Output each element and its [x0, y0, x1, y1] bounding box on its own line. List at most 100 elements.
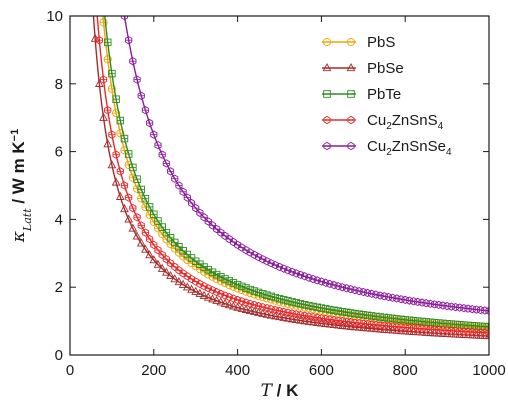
point-Cu2ZnSnSe4 [242, 245, 250, 255]
point-PbSe [250, 306, 259, 316]
series-Cu2ZnSnSe4 [120, 16, 489, 316]
point-Cu2ZnSnSe4 [246, 248, 254, 257]
point-Cu2ZnSnS4 [342, 317, 351, 326]
series-PbSe [90, 16, 489, 340]
point-Cu2ZnSnS4 [179, 269, 187, 278]
point-PbSe [107, 160, 117, 169]
point-PbSe [405, 326, 414, 335]
point-Cu2ZnSnSe4 [271, 260, 279, 270]
point-Cu2ZnSnSe4 [146, 118, 154, 128]
point-Cu2ZnSnSe4 [430, 300, 439, 309]
point-Cu2ZnSnS4 [200, 282, 208, 291]
series-Cu2ZnSnS4 [95, 16, 489, 338]
point-PbSe [136, 238, 146, 247]
point-Cu2ZnSnS4 [372, 320, 380, 329]
point-PbSe [94, 78, 104, 87]
point-Cu2ZnSnS4 [405, 323, 413, 332]
series-PbS [99, 16, 489, 333]
point-Cu2ZnSnS4 [322, 314, 330, 323]
point-PbSe [358, 322, 368, 332]
point-Cu2ZnSnS4 [451, 326, 460, 336]
point-PbSe [258, 308, 268, 317]
point-PbSe [229, 301, 238, 310]
point-Cu2ZnSnSe4 [183, 193, 191, 202]
point-PbSe [187, 284, 196, 293]
series-line-Cu2ZnSnS4 [96, 16, 489, 334]
point-PbSe [312, 317, 322, 326]
point-Cu2ZnSnSe4 [451, 302, 460, 312]
point-Cu2ZnSnS4 [326, 315, 334, 324]
legend-entry-PbS: PbS [322, 34, 395, 51]
point-Cu2ZnSnS4 [443, 326, 451, 335]
legend-marker-Cu2ZnSnS4 [323, 115, 331, 125]
point-Cu2ZnSnS4 [435, 325, 443, 335]
point-PbSe [195, 288, 205, 297]
point-PbSe [212, 295, 222, 304]
point-PbSe [237, 303, 247, 312]
point-PbSe [153, 259, 163, 268]
point-Cu2ZnSnSe4 [171, 174, 179, 183]
point-Cu2ZnSnS4 [162, 255, 170, 264]
point-Cu2ZnSnSe4 [485, 306, 489, 316]
x-tick-label: 600 [309, 362, 334, 379]
y-tick-label: 6 [55, 144, 63, 161]
point-Cu2ZnSnSe4 [439, 301, 447, 310]
legend-marker-Cu2ZnSnSe4 [347, 141, 355, 151]
point-PbSe [111, 177, 121, 186]
point-Cu2ZnSnS4 [456, 327, 464, 336]
point-PbSe [317, 318, 326, 327]
point-Cu2ZnSnSe4 [468, 304, 476, 314]
y-axis-label-sup: −1 [9, 129, 21, 142]
point-Cu2ZnSnSe4 [137, 91, 145, 100]
point-Cu2ZnSnS4 [397, 322, 405, 332]
legend-entry-Cu2ZnSnS4: Cu2ZnSnS4 [322, 112, 444, 132]
point-PbSe [216, 297, 226, 306]
point-Cu2ZnSnS4 [108, 130, 116, 139]
point-Cu2ZnSnS4 [104, 106, 112, 115]
point-Cu2ZnSnSe4 [196, 208, 204, 217]
point-Cu2ZnSnSe4 [192, 203, 200, 213]
point-Cu2ZnSnSe4 [254, 252, 263, 262]
point-Cu2ZnSnSe4 [263, 257, 271, 266]
legend-marker-PbSe [346, 63, 356, 72]
point-PbSe [275, 312, 284, 321]
point-Cu2ZnSnSe4 [125, 36, 133, 45]
point-PbSe [241, 304, 251, 313]
point-Cu2ZnSnSe4 [150, 130, 158, 139]
point-PbSe [291, 314, 301, 323]
point-Cu2ZnSnSe4 [267, 259, 275, 268]
point-Cu2ZnSnSe4 [204, 217, 212, 226]
point-Cu2ZnSnSe4 [238, 243, 246, 252]
point-PbSe [162, 267, 171, 276]
y-tick-label: 10 [46, 8, 63, 25]
point-PbSe [308, 317, 318, 326]
point-PbSe [224, 300, 234, 309]
point-Cu2ZnSnS4 [187, 274, 196, 284]
point-Cu2ZnSnS4 [183, 272, 191, 281]
point-Cu2ZnSnS4 [133, 213, 141, 222]
point-PbSe [145, 250, 154, 259]
point-PbSe [124, 214, 134, 223]
point-Cu2ZnSnSe4 [481, 306, 489, 315]
point-Cu2ZnSnS4 [166, 259, 175, 268]
point-Cu2ZnSnSe4 [213, 224, 221, 234]
point-Cu2ZnSnSe4 [422, 299, 430, 308]
point-Cu2ZnSnSe4 [259, 255, 267, 264]
y-tick-label: 8 [55, 76, 63, 93]
legend: PbS PbSe PbTe Cu2ZnSnS4 Cu2ZnSnSe4 [322, 34, 452, 158]
point-Cu2ZnSnS4 [464, 327, 472, 336]
point-PbSe [367, 323, 377, 332]
point-Cu2ZnSnSe4 [234, 240, 242, 249]
point-PbSe [396, 326, 406, 335]
point-PbSe [170, 274, 180, 283]
legend-entry-PbSe: PbSe [322, 60, 404, 77]
point-PbSe [350, 322, 360, 331]
x-tick-label: 0 [66, 362, 74, 379]
point-Cu2ZnSnS4 [481, 328, 489, 337]
point-PbSe [174, 277, 184, 286]
point-PbSe [325, 319, 335, 328]
point-Cu2ZnSnS4 [208, 286, 217, 295]
point-Cu2ZnSnS4 [351, 318, 359, 327]
point-Cu2ZnSnS4 [141, 228, 149, 237]
